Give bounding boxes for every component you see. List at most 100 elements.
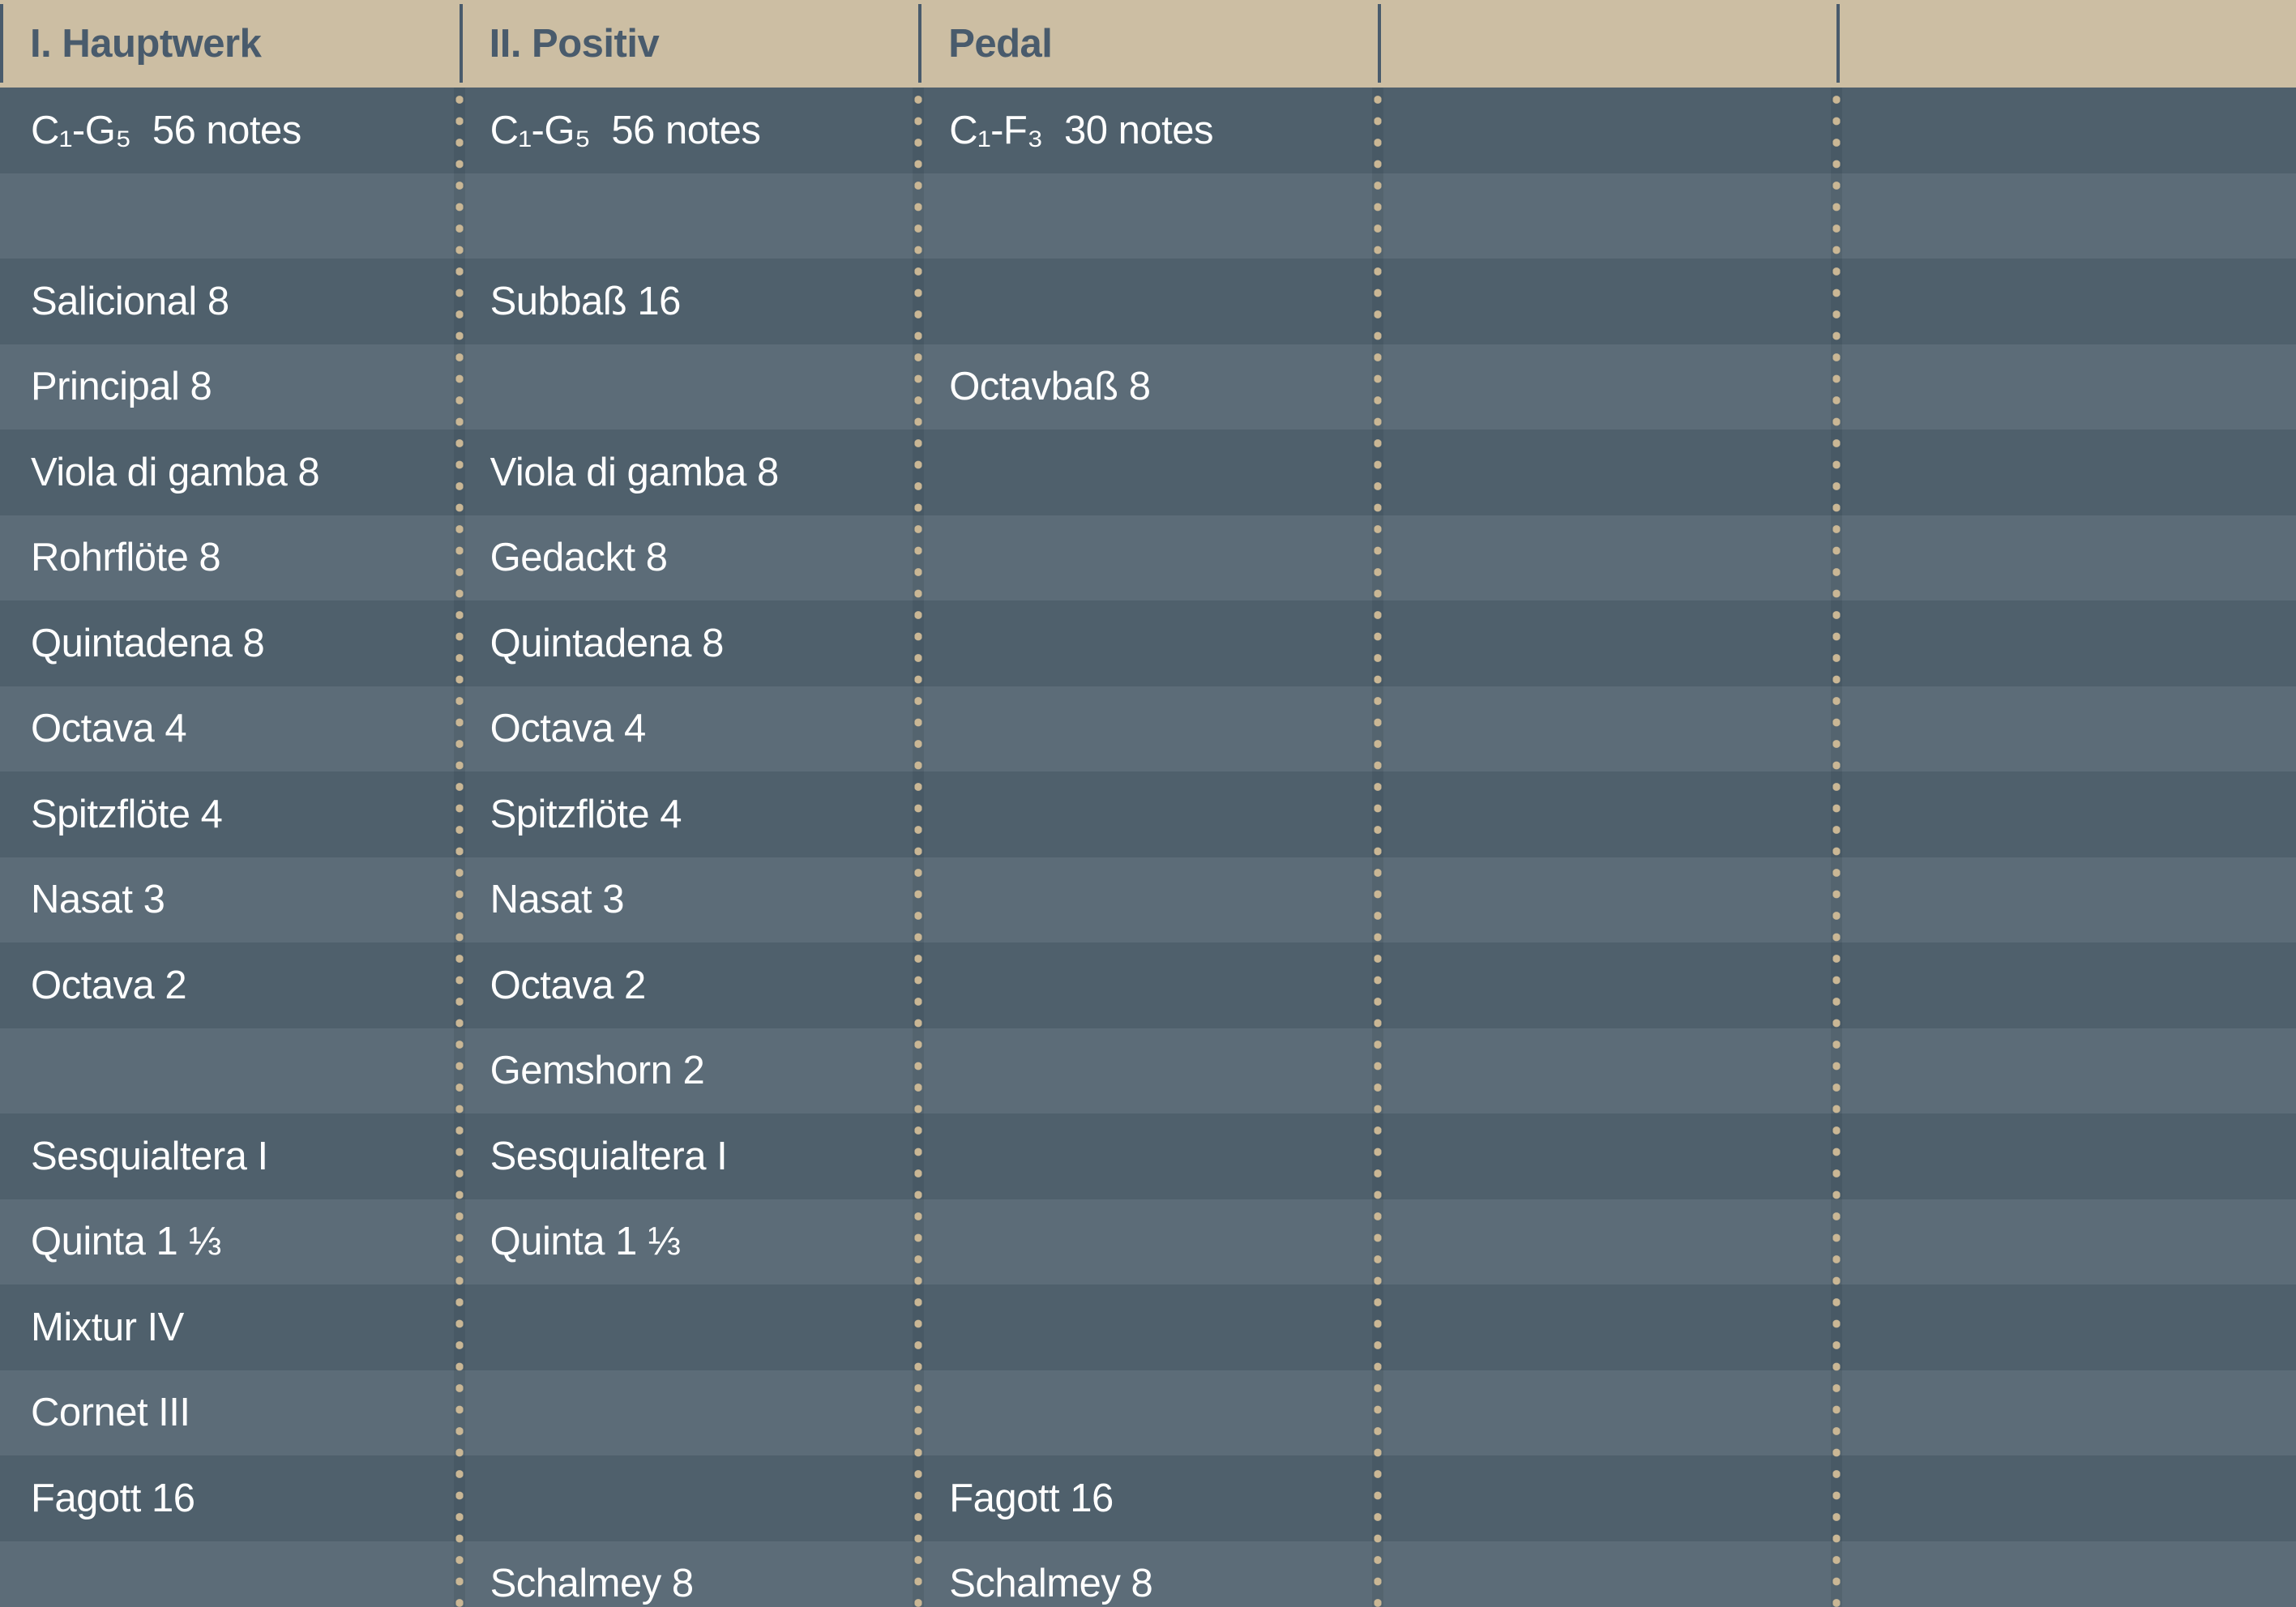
column-header-label: Pedal	[948, 22, 1053, 66]
table-row-15: Mixtur IV	[0, 1284, 2296, 1370]
table-row-17: Fagott 16 Fagott 16	[0, 1455, 2296, 1541]
table-row-6: Rohrflöte 8 Gedackt 8	[0, 515, 2296, 601]
stop-cell	[1378, 942, 1837, 1028]
stop-cell	[1378, 857, 1837, 943]
stop-cell	[0, 1541, 460, 1607]
stop-cell	[918, 1284, 1378, 1370]
stop-cell	[1836, 1284, 2296, 1370]
table-row-9: Spitzflöte 4 Spitzflöte 4	[0, 771, 2296, 857]
stop-cell	[1836, 259, 2296, 344]
stop-cell	[460, 1455, 919, 1541]
stop-cell	[1378, 173, 1837, 259]
stop-cell	[1378, 1199, 1837, 1285]
stop-cell	[1836, 515, 2296, 601]
stop-cell	[1836, 88, 2296, 173]
stop-cell	[1836, 430, 2296, 515]
table-row-16: Cornet III	[0, 1370, 2296, 1456]
stop-cell	[1836, 686, 2296, 772]
stop-cell: Sesquialtera I	[490, 1134, 728, 1178]
table-row-5: Viola di gamba 8 Viola di gamba 8	[0, 430, 2296, 515]
stop-cell	[1836, 344, 2296, 430]
table-row-13: Sesquialtera I Sesquialtera I	[0, 1113, 2296, 1199]
table-row-4: Principal 8 Octavbaß 8	[0, 344, 2296, 430]
header-row: I. Hauptwerk II. Positiv Pedal	[0, 0, 2296, 88]
table-body: C₁-G₅ 56 notes C₁-G₅ 56 notes C₁-F₃ 30 not…	[0, 88, 2296, 1607]
stop-cell	[918, 857, 1378, 943]
stop-cell: Fagott 16	[949, 1476, 1114, 1520]
stop-cell: Cornet III	[31, 1391, 190, 1435]
stop-cell	[0, 1028, 460, 1114]
stop-cell: Nasat 3	[490, 878, 625, 922]
stop-cell	[918, 173, 1378, 259]
stop-cell	[918, 600, 1378, 686]
table-row-10: Nasat 3 Nasat 3	[0, 857, 2296, 943]
table-row-8: Octava 4 Octava 4	[0, 686, 2296, 772]
stop-cell: C₁-G₅ 56 notes	[490, 108, 761, 152]
stop-cell: Octava 4	[490, 707, 647, 751]
stop-cell: Octava 4	[31, 707, 187, 751]
stop-cell	[1378, 771, 1837, 857]
stop-cell: Nasat 3	[31, 878, 165, 922]
header-cell-pedal: Pedal	[918, 0, 1378, 88]
stop-cell	[1836, 600, 2296, 686]
table-row-18: Schalmey 8 Schalmey 8	[0, 1541, 2296, 1607]
table-row-11: Octava 2 Octava 2	[0, 942, 2296, 1028]
table-row-14: Quinta 1 ⅓ Quinta 1 ⅓	[0, 1199, 2296, 1285]
stop-cell	[1378, 344, 1837, 430]
stop-cell: Viola di gamba 8	[490, 450, 780, 494]
stop-cell: C₁-G₅ 56 notes	[31, 108, 301, 152]
stop-cell	[1836, 857, 2296, 943]
stop-cell	[918, 515, 1378, 601]
stop-cell	[918, 771, 1378, 857]
stop-cell: Quintadena 8	[31, 621, 265, 665]
stop-cell	[1378, 259, 1837, 344]
stop-cell	[918, 942, 1378, 1028]
stop-cell	[1378, 1541, 1837, 1607]
header-cell-empty-1	[1377, 0, 1837, 88]
column-header-label: II. Positiv	[489, 22, 660, 66]
stop-cell: Viola di gamba 8	[31, 450, 320, 494]
table-row-1: C₁-G₅ 56 notes C₁-G₅ 56 notes C₁-F₃ 30 not…	[0, 88, 2296, 173]
stop-cell	[1378, 600, 1837, 686]
stop-cell: Mixtur IV	[31, 1305, 184, 1349]
stop-cell	[918, 1199, 1378, 1285]
stop-cell: Spitzflöte 4	[490, 792, 682, 836]
stop-cell	[460, 344, 919, 430]
header-divider-line	[918, 4, 922, 83]
stop-cell: Quintadena 8	[490, 621, 725, 665]
stop-cell	[1378, 1113, 1837, 1199]
stop-cell: Octava 2	[31, 963, 187, 1007]
stop-cell: Spitzflöte 4	[31, 792, 223, 836]
stop-cell: Sesquialtera I	[31, 1134, 268, 1178]
stop-cell: Schalmey 8	[490, 1562, 695, 1606]
header-divider-line	[1377, 4, 1381, 83]
stop-cell: Gemshorn 2	[490, 1049, 705, 1093]
stop-cell	[1378, 1284, 1837, 1370]
stop-cell	[1378, 430, 1837, 515]
stop-cell	[1836, 173, 2296, 259]
table-row-12: Gemshorn 2	[0, 1028, 2296, 1114]
stop-cell	[918, 1113, 1378, 1199]
stop-cell	[1378, 686, 1837, 772]
stop-cell	[1836, 1028, 2296, 1114]
header-cell-hauptwerk: I. Hauptwerk	[0, 0, 460, 88]
stop-cell: Salicional 8	[31, 279, 229, 323]
stop-cell	[1836, 1370, 2296, 1456]
table-row-7: Quintadena 8 Quintadena 8	[0, 600, 2296, 686]
stop-cell: Octava 2	[490, 963, 647, 1007]
stop-cell	[460, 173, 919, 259]
stop-cell: Fagott 16	[31, 1476, 195, 1520]
stop-cell: Octavbaß 8	[949, 365, 1151, 409]
header-cell-positiv: II. Positiv	[459, 0, 919, 88]
stop-cell: Rohrflöte 8	[31, 536, 221, 580]
stop-cell	[460, 1284, 919, 1370]
stop-cell	[1378, 515, 1837, 601]
stop-cell	[460, 1370, 919, 1456]
stop-cell	[1378, 1028, 1837, 1114]
stop-cell: Principal 8	[31, 365, 212, 409]
stop-cell	[1836, 1455, 2296, 1541]
stop-cell	[0, 173, 460, 259]
stop-cell	[918, 1370, 1378, 1456]
stop-cell	[1378, 1370, 1837, 1456]
